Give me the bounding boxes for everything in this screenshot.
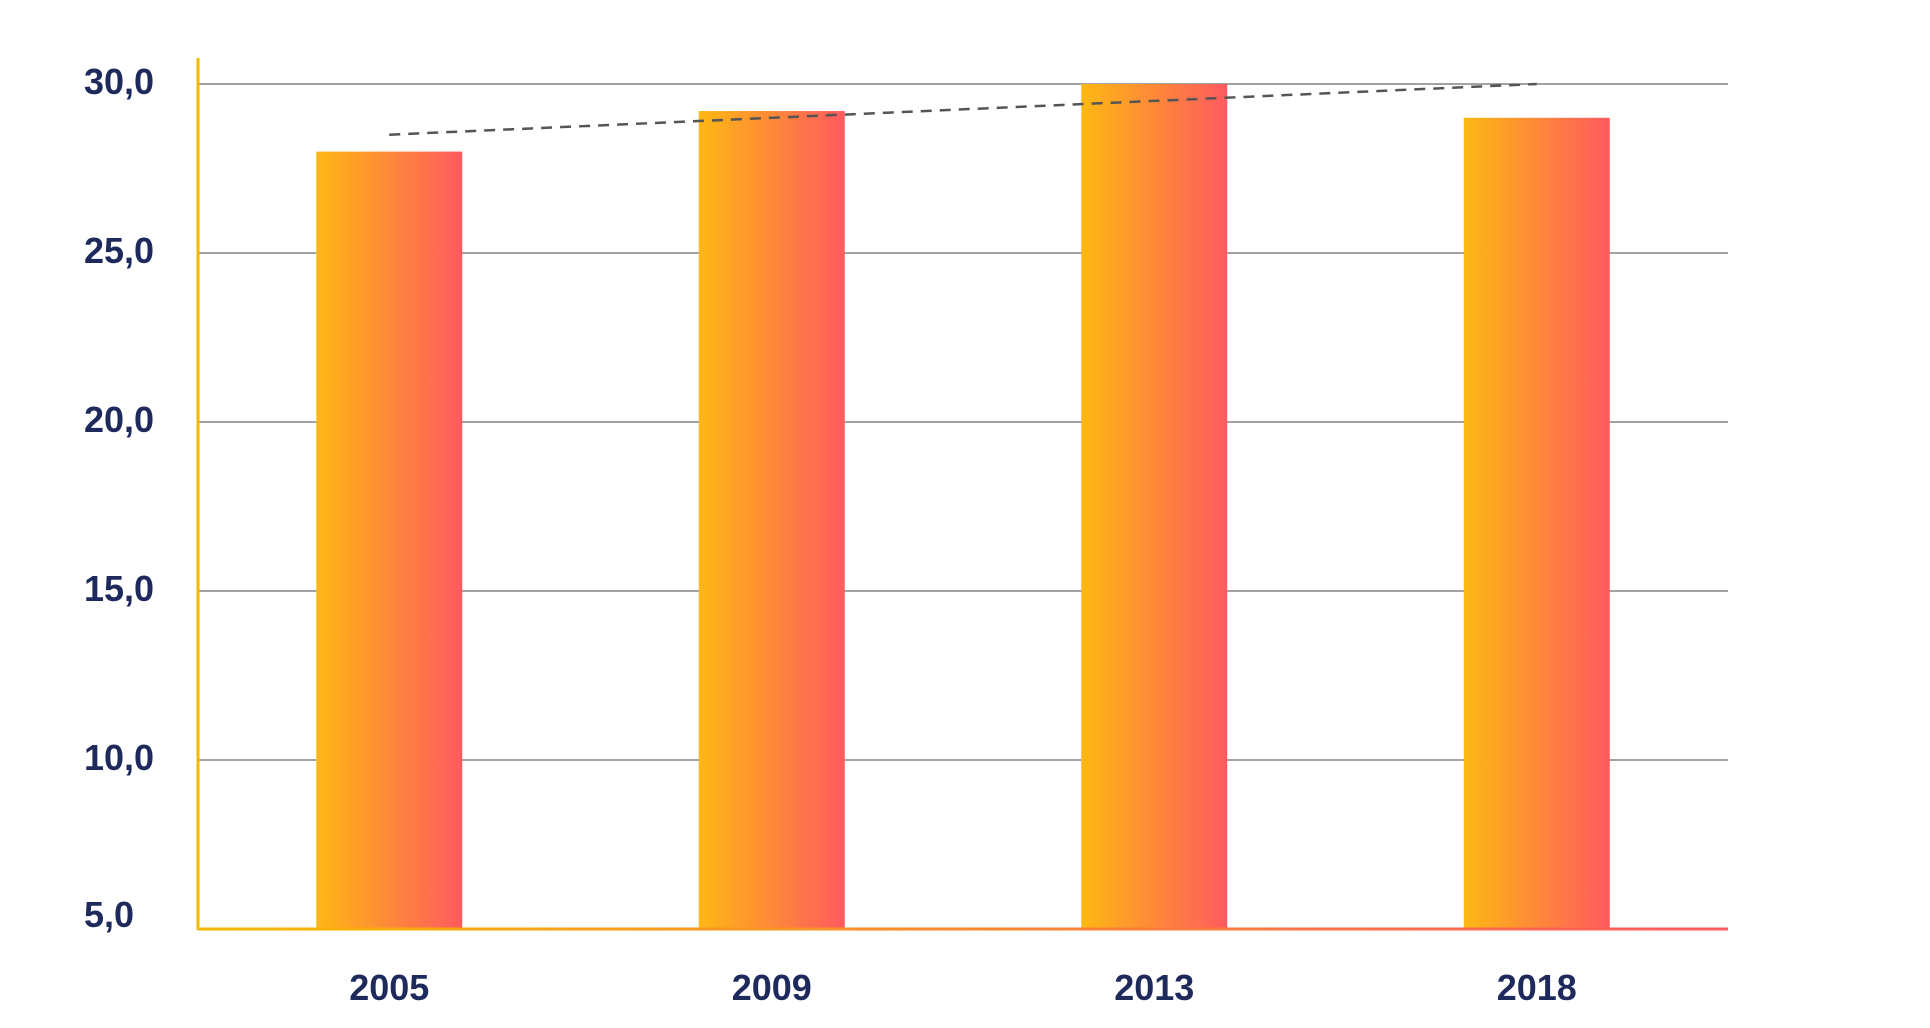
y-tick-label: 10,0 [84, 737, 154, 778]
y-tick-label: 30,0 [84, 61, 154, 102]
y-tick-label: 25,0 [84, 230, 154, 271]
bars [316, 84, 1610, 930]
tick-labels: 5,0 10,0 15,0 20,0 25,0 30,0 2005 2009 2013 2018 [84, 61, 1577, 1008]
bar [1081, 84, 1228, 929]
bar [698, 111, 845, 930]
trendline-group [389, 82, 1537, 136]
x-tick-label: 2009 [732, 967, 812, 1008]
axes [196, 58, 1728, 931]
x-tick-label: 2013 [1114, 967, 1194, 1008]
y-tick-label: 20,0 [84, 399, 154, 440]
x-tick-label: 2005 [349, 967, 429, 1008]
bar [316, 151, 463, 930]
trendline [389, 82, 1537, 136]
x-axis-line [198, 927, 1728, 931]
y-tick-label: 15,0 [84, 568, 154, 609]
x-tick-label: 2018 [1497, 967, 1577, 1008]
bar [1463, 117, 1610, 930]
y-tick-label: 5,0 [84, 894, 134, 935]
